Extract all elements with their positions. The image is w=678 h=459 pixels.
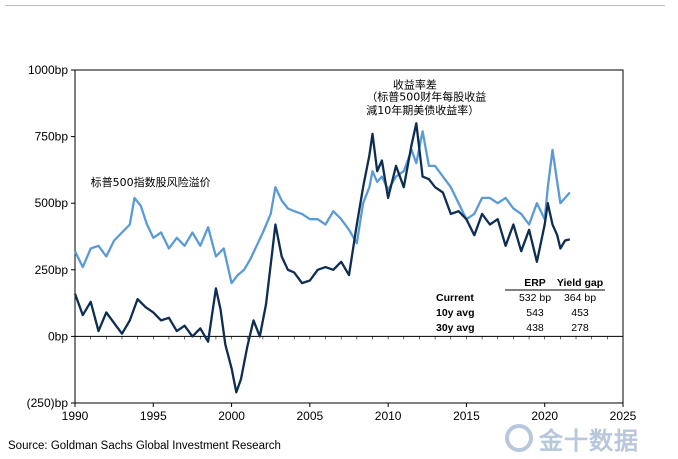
table-cell: 438 bbox=[526, 322, 544, 334]
annotation-label: 收益率差 bbox=[393, 78, 437, 92]
y-tick-label: 250bp bbox=[35, 263, 69, 277]
y-tick-label: (250)bp bbox=[27, 396, 69, 410]
table-cell: 10y avg bbox=[436, 307, 475, 319]
x-tick-label: 1995 bbox=[140, 409, 167, 423]
table-cell: Current bbox=[436, 292, 474, 304]
y-tick-label: 750bp bbox=[35, 130, 69, 144]
table-cell: 278 bbox=[571, 322, 589, 334]
top-divider bbox=[5, 5, 665, 6]
table-cell: 364 bp bbox=[564, 292, 596, 304]
table-header: ERP bbox=[524, 277, 546, 289]
x-tick-label: 1990 bbox=[62, 409, 89, 423]
x-tick-label: 2025 bbox=[610, 409, 637, 423]
table-cell: 543 bbox=[526, 307, 544, 319]
table-header: Yield gap bbox=[557, 277, 603, 289]
x-tick-label: 2020 bbox=[531, 409, 558, 423]
y-tick-label: 500bp bbox=[35, 196, 69, 210]
table-cell: 453 bbox=[571, 307, 589, 319]
x-tick-label: 2000 bbox=[218, 409, 245, 423]
plot-frame bbox=[74, 69, 624, 404]
x-tick-label: 2010 bbox=[375, 409, 402, 423]
table-cell: 30y avg bbox=[436, 322, 475, 334]
x-tick-label: 2015 bbox=[453, 409, 480, 423]
y-tick-label: 0bp bbox=[48, 329, 68, 343]
annotation-label: 标普500指数股风险溢价 bbox=[91, 175, 211, 189]
watermark: 金十数据 bbox=[505, 420, 665, 456]
x-tick-label: 2005 bbox=[297, 409, 324, 423]
watermark-text: 金十数据 bbox=[539, 426, 639, 455]
series-line-erp bbox=[73, 130, 571, 285]
series-line-yield-gap bbox=[73, 122, 571, 394]
annotation-label: （标普500财年每股收益 bbox=[366, 90, 486, 104]
watermark-logo-icon bbox=[505, 424, 533, 452]
y-tick-label: 1000bp bbox=[28, 63, 68, 77]
source-note: Source: Goldman Sachs Global Investment … bbox=[8, 440, 281, 452]
table-cell: 532 bp bbox=[519, 292, 551, 304]
annotation-label: 減10年期美债收益率） bbox=[366, 103, 479, 117]
